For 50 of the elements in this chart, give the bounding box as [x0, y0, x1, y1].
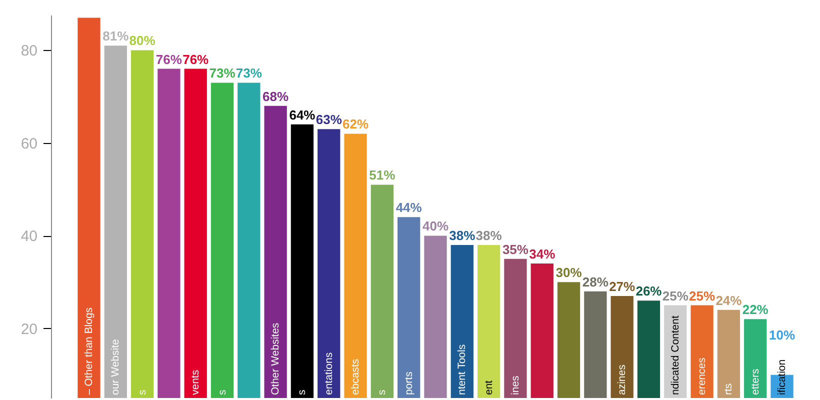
data-label: 25% [662, 288, 689, 304]
data-label: 76% [156, 52, 182, 67]
x-tick-label: ification [776, 359, 788, 395]
data-label: 80% [129, 33, 156, 48]
x-tick-label: s [376, 390, 388, 395]
data-label: 35% [502, 242, 529, 257]
y-tick-label: 40 [20, 228, 38, 246]
data-label: 51% [369, 168, 396, 183]
x-tick-label: rts [722, 383, 735, 395]
x-tick-label: etters [749, 368, 762, 395]
x-tick-label: our Website [110, 339, 122, 395]
x-tick-label: ntent Tools [456, 344, 468, 395]
data-label: 64% [289, 107, 316, 122]
x-tick-label: – Other than Blogs [82, 307, 95, 395]
data-label: 28% [582, 274, 609, 290]
data-label: 63% [316, 112, 342, 128]
x-tick-label: entations [322, 352, 335, 395]
data-label: 81% [102, 28, 130, 44]
data-label: 73% [209, 66, 236, 81]
x-tick-label: s [216, 390, 228, 395]
x-tick-label: s [296, 390, 308, 395]
x-tick-label: s [136, 390, 148, 395]
x-tick-label: erences [696, 358, 708, 395]
data-label: 27% [609, 278, 636, 294]
data-label: 30% [556, 265, 582, 280]
y-tick-label: 20 [20, 320, 38, 338]
data-label: 73% [236, 66, 262, 81]
data-label: 26% [636, 284, 662, 299]
y-tick-label: 80 [20, 42, 38, 60]
data-label: 10% [769, 327, 796, 342]
data-label: 24% [716, 292, 742, 308]
data-label: 38% [449, 228, 476, 243]
data-label: 38% [476, 228, 502, 243]
data-label: 22% [742, 302, 769, 318]
x-tick-label: ent [482, 380, 495, 395]
x-tick-label: ines [509, 376, 522, 395]
data-label: 40% [422, 218, 449, 234]
x-tick-label: ndicated Content [669, 316, 682, 395]
data-label: 25% [689, 288, 716, 304]
x-tick-label: Other Websites [270, 322, 282, 395]
x-tick-label: ebcasts [350, 358, 362, 395]
x-tick-label: azines [616, 364, 628, 395]
data-label: 62% [342, 116, 369, 132]
y-tick-label: 60 [20, 135, 38, 152]
x-tick-label: vents [190, 370, 202, 395]
data-label: 44% [396, 200, 422, 216]
data-label: 34% [529, 246, 556, 262]
data-label: 68% [262, 88, 290, 104]
data-label: 76% [182, 52, 210, 67]
x-tick-label: ports [402, 372, 415, 395]
